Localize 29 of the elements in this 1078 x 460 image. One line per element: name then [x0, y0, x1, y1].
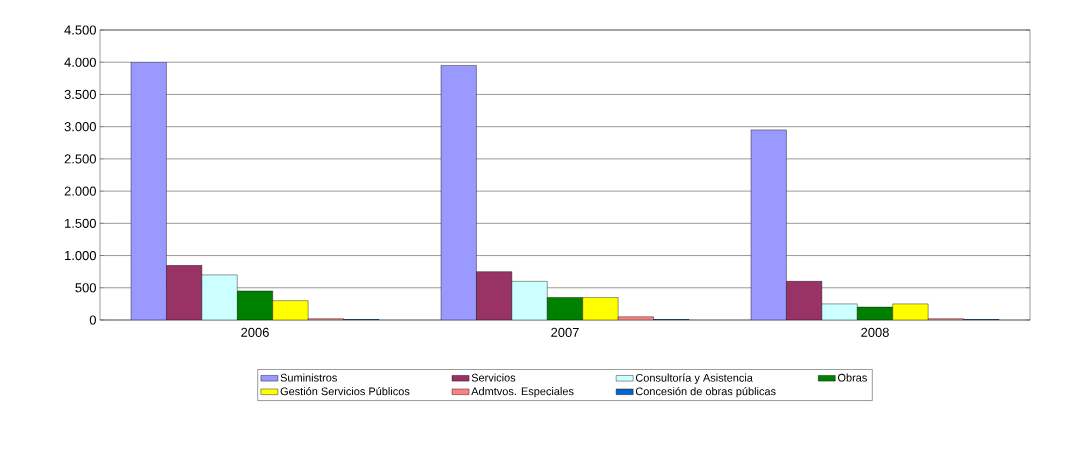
legend-label: Suministros — [280, 373, 337, 382]
x-tick-label: 2008 — [861, 327, 889, 337]
y-tick-label: 0 — [89, 315, 96, 325]
y-tick-label: 1.500 — [65, 218, 96, 228]
y-tick-label: 4.000 — [64, 57, 96, 67]
legend-label: Gestión Servicios Públicos — [280, 387, 410, 396]
bar — [440, 65, 477, 320]
legend-label: Consultoría y Asistencia — [635, 373, 753, 384]
bar — [511, 281, 548, 320]
y-tick-label: 1.000 — [65, 250, 96, 261]
y-tick-label: 3.500 — [64, 89, 96, 100]
bar — [750, 129, 787, 320]
x-tick-label: 2007 — [551, 327, 579, 337]
bar — [130, 62, 167, 320]
x-tick-label: 2006 — [241, 327, 269, 337]
y-tick-label: 2.500 — [64, 154, 96, 164]
bar — [476, 271, 513, 320]
bar — [201, 274, 238, 320]
bar — [786, 281, 823, 320]
y-tick-label: 500 — [75, 283, 96, 293]
bar — [582, 297, 619, 320]
y-tick-label: 2.000 — [64, 186, 96, 196]
legend-label: Concesión de obras públicas — [635, 387, 776, 398]
y-tick-label: 3.000 — [64, 122, 96, 132]
legend-label: Obras — [837, 373, 867, 382]
legend-label: Admtvos. Especiales — [471, 387, 574, 398]
y-tick-label: 4.500 — [64, 25, 96, 35]
legend-label: Servicios — [471, 373, 516, 382]
bar — [166, 265, 203, 320]
